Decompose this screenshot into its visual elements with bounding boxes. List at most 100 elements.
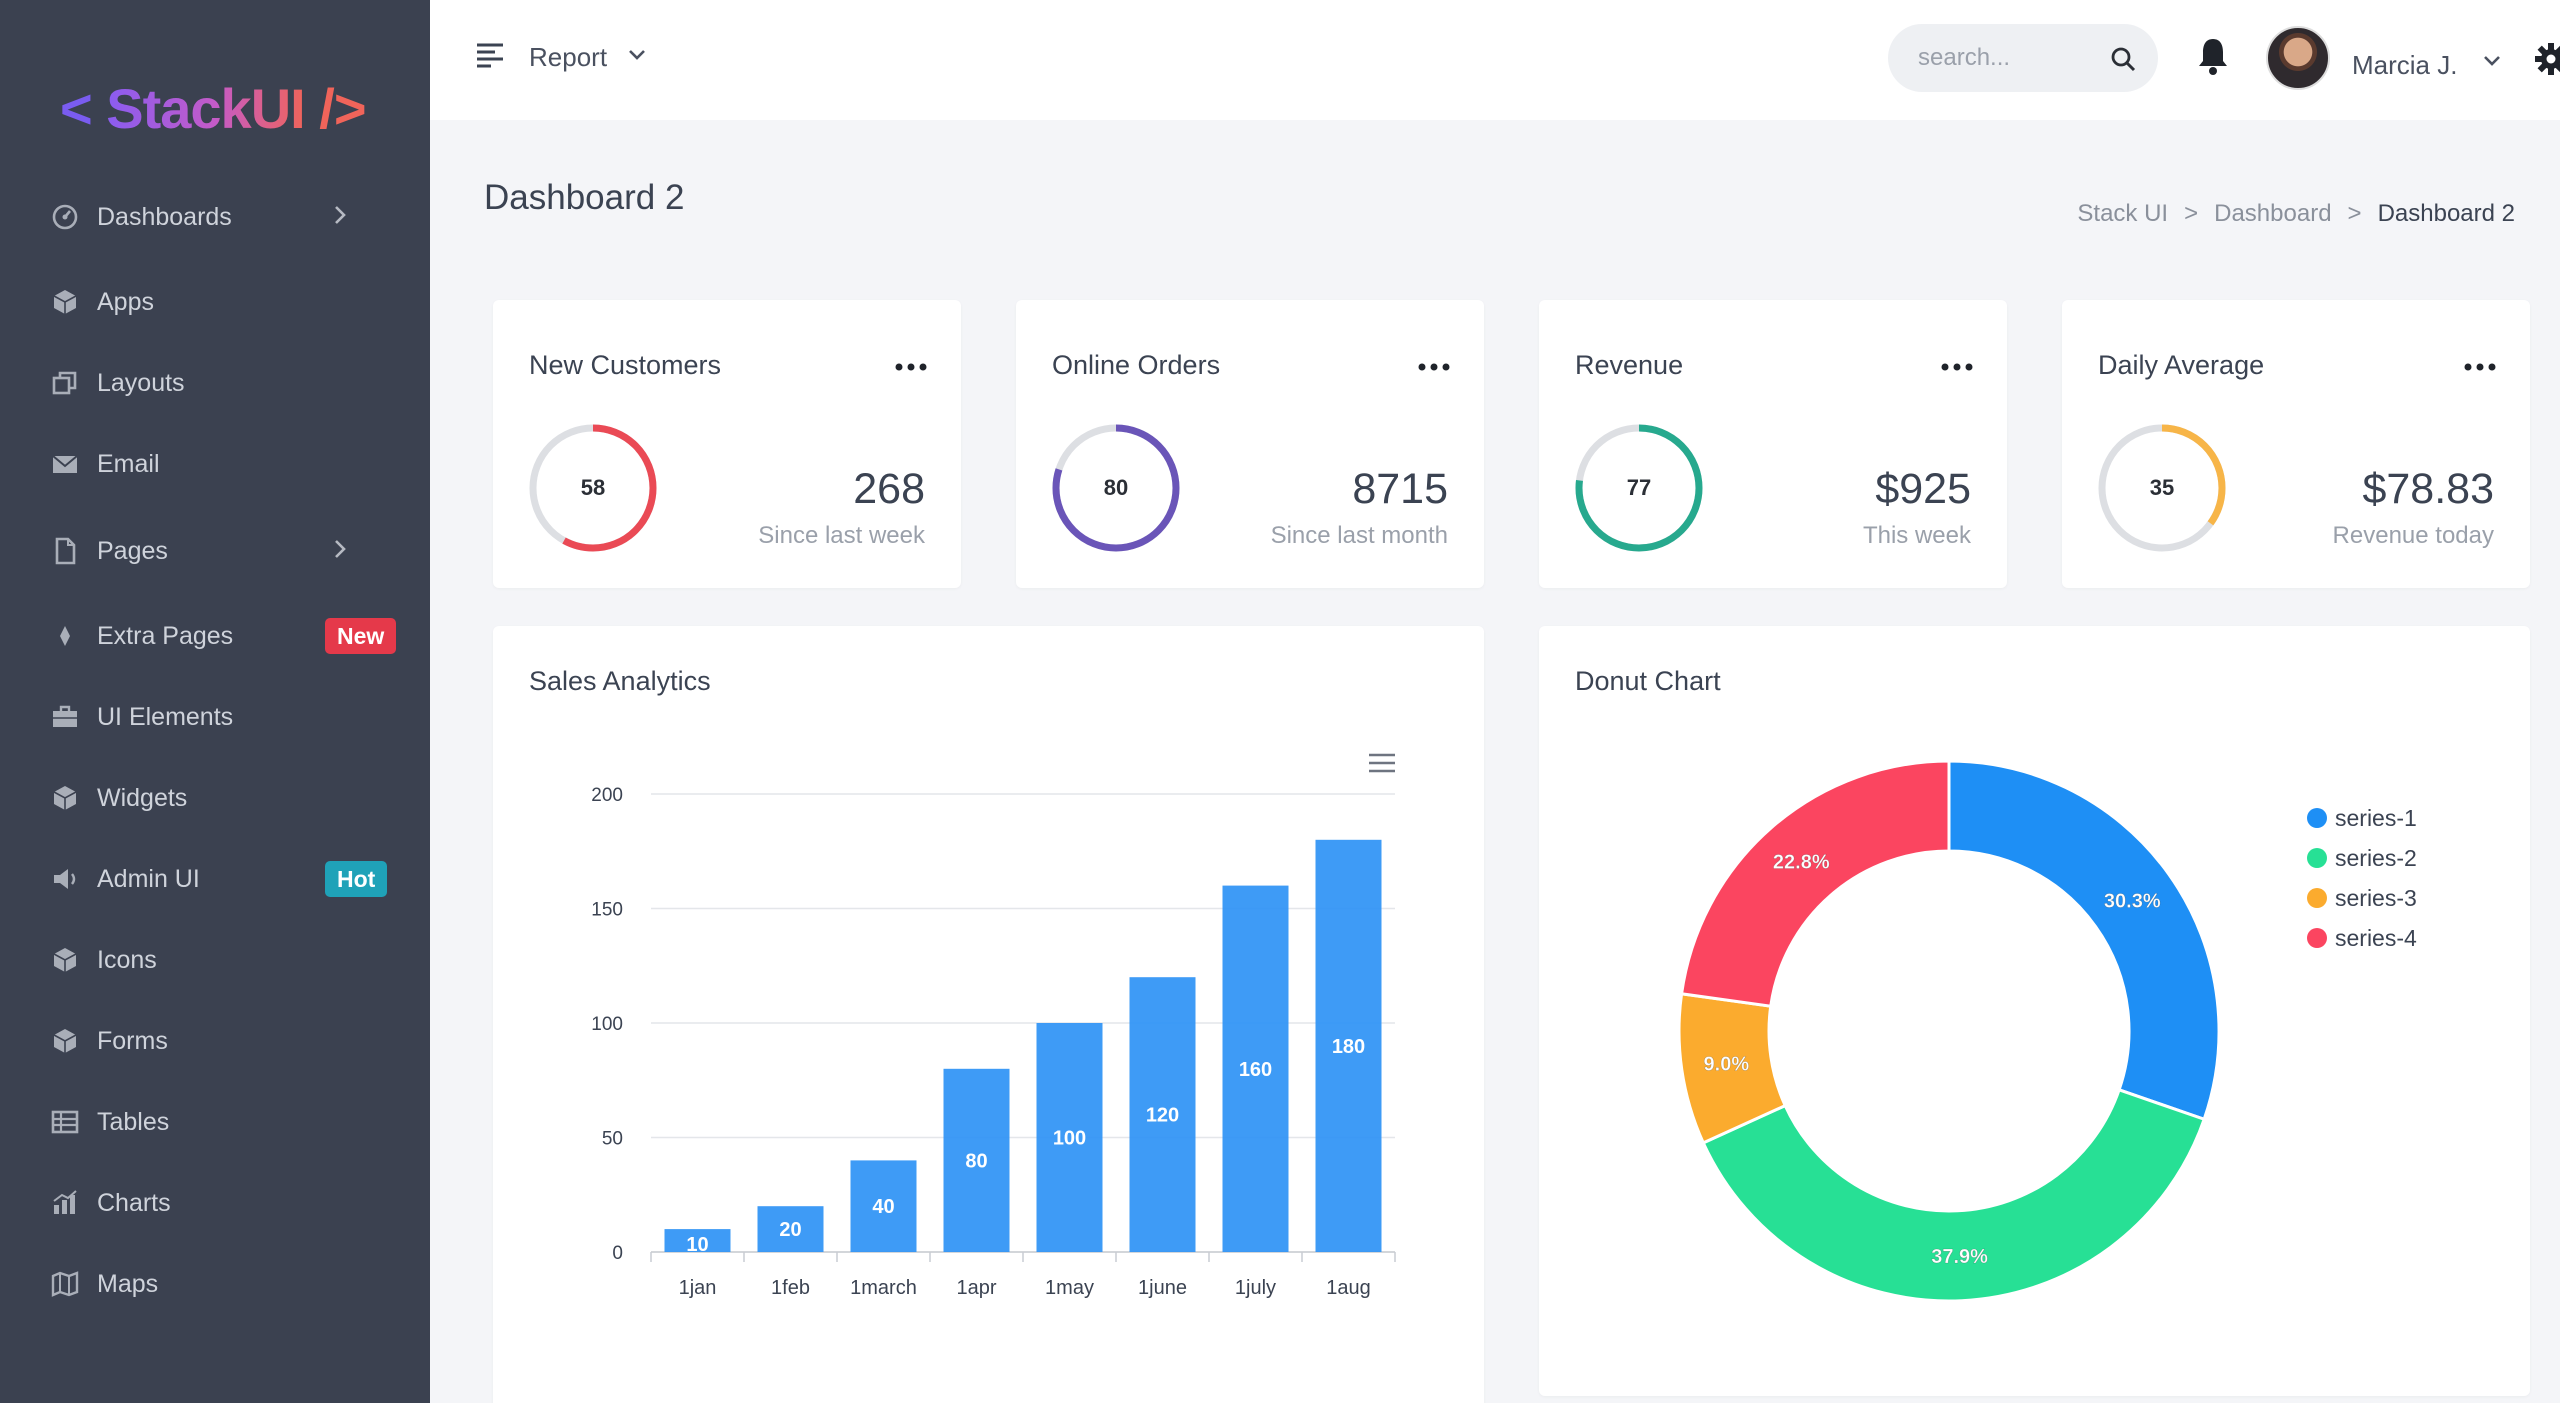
bar [1222,885,1289,1252]
stat-title: New Customers [529,350,722,380]
sidebar-item-dashboards[interactable]: Dashboards [0,187,430,247]
legend-item[interactable]: series-3 [2307,878,2417,918]
sidebar-item-admin-ui[interactable]: Admin UI Hot [0,849,430,909]
chart-legend: series-1 series-2 series-3 series-4 [2307,798,2417,958]
x-tick-label: 1july [1235,1277,1276,1299]
bell-icon[interactable] [2196,36,2230,81]
chevron-right-icon [332,204,348,231]
search-icon[interactable] [2110,46,2136,77]
bar [757,1206,824,1252]
legend-label: series-1 [2335,804,2417,831]
legend-label: series-4 [2335,924,2417,951]
bar-chart-icon [50,1188,80,1218]
sidebar-item-tables[interactable]: Tables [0,1092,430,1152]
slice-percent-label: 30.3% [2104,890,2161,912]
more-options-icon[interactable] [1418,358,1450,376]
breadcrumb-current: Dashboard 2 [2377,200,2515,227]
progress-value: 58 [580,475,606,500]
progress-ring [1052,424,1180,552]
report-label: Report [529,42,608,72]
brand-logo[interactable]: < StackUI /> [60,76,367,141]
logo-left: < [60,77,93,140]
donut-chart: 30.3% 37.9% 9.0% 22.8% [1677,759,2221,1303]
progress-value: 80 [1103,475,1129,500]
breadcrumb-link[interactable]: Dashboard [2214,200,2332,227]
stat-value: $925 [1875,465,1971,513]
sidebar-item-layouts[interactable]: Layouts [0,353,430,413]
sales-bar-chart: 0 50 100 150 200 10 1jan 20 1feb 40 1march 80 1apr 10… [591,785,1396,1299]
sidebar-item-label: Dashboards [97,202,232,231]
stat-subtext: Revenue today [2332,522,2494,549]
y-tick-label: 150 [591,900,623,921]
more-options-icon[interactable] [2464,358,2496,376]
stat-value: 268 [853,465,925,513]
sidebar-item-pages[interactable]: Pages [0,521,430,581]
sidebar-item-label: UI Elements [97,702,234,731]
bar [943,1068,1010,1252]
sidebar-item-charts[interactable]: Charts [0,1173,430,1233]
x-tick-label: 1jan [679,1277,717,1299]
slice-percent-label: 37.9% [1931,1246,1988,1268]
legend-item[interactable]: series-1 [2307,798,2417,838]
sidebar-item-email[interactable]: Email [0,434,430,494]
bar-value-label: 100 [1053,1128,1086,1150]
bar-value-label: 10 [686,1234,708,1256]
bar-value-label: 20 [779,1219,801,1241]
y-tick-label: 200 [591,785,623,806]
chevron-down-icon[interactable] [2482,54,2502,73]
report-dropdown[interactable]: Report [475,42,647,73]
legend-item[interactable]: series-2 [2307,838,2417,878]
sidebar-item-maps[interactable]: Maps [0,1254,430,1314]
breadcrumb: Stack UI > Dashboard > Dashboard 2 [2077,200,2515,228]
search-input[interactable] [1918,24,2098,92]
stat-title: Online Orders [1052,350,1221,380]
more-options-icon[interactable] [1941,358,1973,376]
email-icon [50,449,80,479]
sidebar-item-label: Extra Pages [97,621,234,650]
sidebar-item-apps[interactable]: Apps [0,272,430,332]
legend-item[interactable]: series-4 [2307,918,2417,958]
breadcrumb-separator: > [2347,200,2362,227]
bar-value-label: 160 [1239,1059,1272,1081]
x-tick-label: 1march [850,1277,917,1299]
bar [664,1229,731,1252]
stat-title: Daily Average [2098,350,2265,380]
sidebar-item-label: Widgets [97,783,188,812]
sidebar-item-icons[interactable]: Icons [0,930,430,990]
legend-marker [2307,928,2327,948]
sidebar-item-ui-elements[interactable]: UI Elements [0,687,430,747]
cube-icon [50,1026,80,1056]
stat-card-revenue: Revenue 77 $925 This week [1539,300,2007,588]
legend-label: series-2 [2335,844,2417,871]
chevron-down-icon [627,48,647,67]
stat-card-online-orders: Online Orders 80 8715 Since last month [1016,300,1484,588]
stat-title: Revenue [1575,350,1684,380]
diamond-icon [50,621,80,651]
megaphone-icon [50,864,80,894]
avatar[interactable] [2266,26,2330,90]
more-options-icon[interactable] [895,358,927,376]
topbar: Report Marcia J. [430,0,2560,120]
legend-marker [2307,848,2327,868]
bar [1036,1023,1103,1252]
donut-slice [1947,759,2221,1122]
menu-icon[interactable] [1367,752,1397,779]
progress-value: 35 [2149,475,2175,500]
y-tick-label: 50 [602,1129,623,1150]
breadcrumb-separator: > [2184,200,2199,227]
sidebar-item-widgets[interactable]: Widgets [0,768,430,828]
bar [1315,839,1382,1252]
panel-title: Sales Analytics [529,666,711,696]
sidebar: < StackUI /> Dashboards Apps Layouts Ema… [0,0,430,1403]
sales-analytics-card: Sales Analytics 0 50 100 150 200 10 1jan 20 1feb… [493,626,1484,1403]
gear-icon[interactable] [2534,42,2560,81]
sidebar-item-extra-pages[interactable]: Extra Pages New [0,606,430,666]
sidebar-item-forms[interactable]: Forms [0,1011,430,1071]
slice-percent-label: 9.0% [1704,1053,1750,1075]
sidebar-item-label: Icons [97,945,157,974]
breadcrumb-link[interactable]: Stack UI [2077,200,2169,227]
logo-right: /> [319,77,366,140]
user-name[interactable]: Marcia J. [2352,50,2458,80]
sidebar-item-label: Forms [97,1026,168,1055]
map-icon [50,1269,80,1299]
